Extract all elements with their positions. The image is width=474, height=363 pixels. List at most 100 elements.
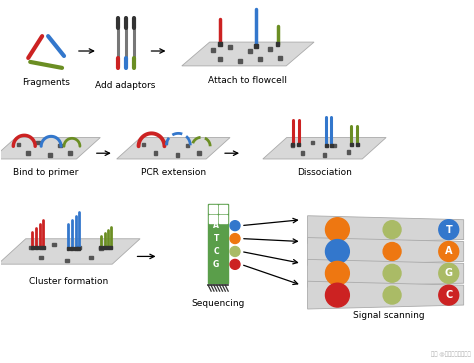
Bar [208, 204, 228, 283]
Bar [219, 205, 227, 213]
Bar [68, 151, 72, 155]
Circle shape [230, 246, 240, 256]
Circle shape [439, 264, 459, 283]
Bar [268, 47, 272, 51]
Circle shape [439, 241, 459, 261]
Bar [219, 215, 227, 223]
Bar [301, 151, 304, 155]
Circle shape [230, 260, 240, 269]
Text: Dissociation: Dissociation [297, 168, 352, 177]
Bar [48, 154, 52, 157]
Polygon shape [308, 260, 464, 287]
Bar [106, 246, 109, 249]
Polygon shape [0, 239, 140, 264]
Bar [31, 246, 34, 249]
Text: Cluster formation: Cluster formation [29, 277, 109, 286]
Bar [17, 143, 20, 146]
Text: Sequencing: Sequencing [191, 299, 245, 308]
Bar [219, 42, 222, 46]
Bar [164, 140, 167, 144]
Circle shape [383, 264, 401, 282]
Bar [297, 143, 300, 146]
Bar [39, 256, 43, 259]
Polygon shape [117, 138, 230, 159]
Text: C: C [213, 247, 219, 256]
Bar [35, 246, 37, 249]
Bar [99, 247, 102, 250]
Bar [291, 143, 294, 147]
Bar [238, 59, 242, 63]
Circle shape [326, 283, 349, 307]
Bar [52, 243, 56, 246]
Bar [77, 246, 81, 249]
Bar [291, 143, 294, 146]
Bar [346, 151, 350, 154]
Bar [330, 144, 333, 147]
Bar [58, 143, 62, 147]
Text: Signal scanning: Signal scanning [353, 311, 425, 320]
Bar [311, 140, 314, 144]
Bar [198, 151, 201, 155]
Bar [74, 247, 77, 250]
Text: G: G [213, 260, 219, 269]
Bar [42, 246, 45, 249]
Circle shape [230, 234, 240, 244]
Circle shape [383, 221, 401, 238]
Bar [109, 246, 112, 249]
Bar [185, 143, 189, 147]
Text: A: A [445, 246, 453, 257]
Circle shape [326, 261, 349, 285]
Bar [323, 154, 326, 157]
Polygon shape [308, 237, 464, 265]
Bar [175, 154, 179, 157]
Text: T: T [213, 234, 219, 243]
Bar [254, 44, 258, 48]
Bar [103, 246, 106, 249]
Circle shape [383, 242, 401, 260]
Bar [333, 143, 336, 147]
Bar [89, 256, 92, 259]
Bar [228, 45, 232, 49]
Polygon shape [263, 138, 386, 159]
Bar [248, 49, 252, 53]
Text: G: G [445, 268, 453, 278]
Circle shape [439, 220, 459, 240]
Circle shape [230, 221, 240, 231]
Polygon shape [308, 216, 464, 244]
Bar [258, 57, 262, 61]
Bar [209, 205, 217, 213]
Text: Bind to primer: Bind to primer [13, 168, 79, 177]
Text: Fragments: Fragments [22, 78, 70, 87]
Polygon shape [182, 42, 314, 66]
Bar [100, 246, 102, 249]
Circle shape [439, 285, 459, 305]
Text: T: T [446, 225, 452, 234]
Bar [350, 143, 353, 146]
Text: A: A [213, 221, 219, 230]
Polygon shape [308, 281, 464, 309]
Circle shape [383, 286, 401, 304]
Bar [66, 247, 70, 250]
Bar [27, 151, 30, 155]
Text: Add adaptors: Add adaptors [95, 81, 156, 90]
Bar [142, 143, 146, 146]
Bar [29, 246, 33, 249]
Text: PCR extension: PCR extension [141, 168, 206, 177]
Bar [77, 247, 81, 250]
Circle shape [326, 240, 349, 264]
Bar [325, 144, 328, 147]
Text: Attach to flowcell: Attach to flowcell [209, 76, 287, 85]
Bar [36, 140, 40, 144]
Bar [218, 57, 222, 61]
Text: C: C [445, 290, 452, 300]
Bar [211, 48, 215, 52]
Bar [154, 151, 157, 155]
Bar [71, 247, 73, 250]
Circle shape [326, 218, 349, 241]
Bar [39, 246, 42, 249]
Bar [356, 143, 359, 146]
Polygon shape [0, 138, 100, 159]
Text: 知乎 @云海信学生物信息: 知乎 @云海信学生物信息 [431, 351, 471, 357]
Bar [276, 42, 280, 46]
Bar [209, 215, 217, 223]
